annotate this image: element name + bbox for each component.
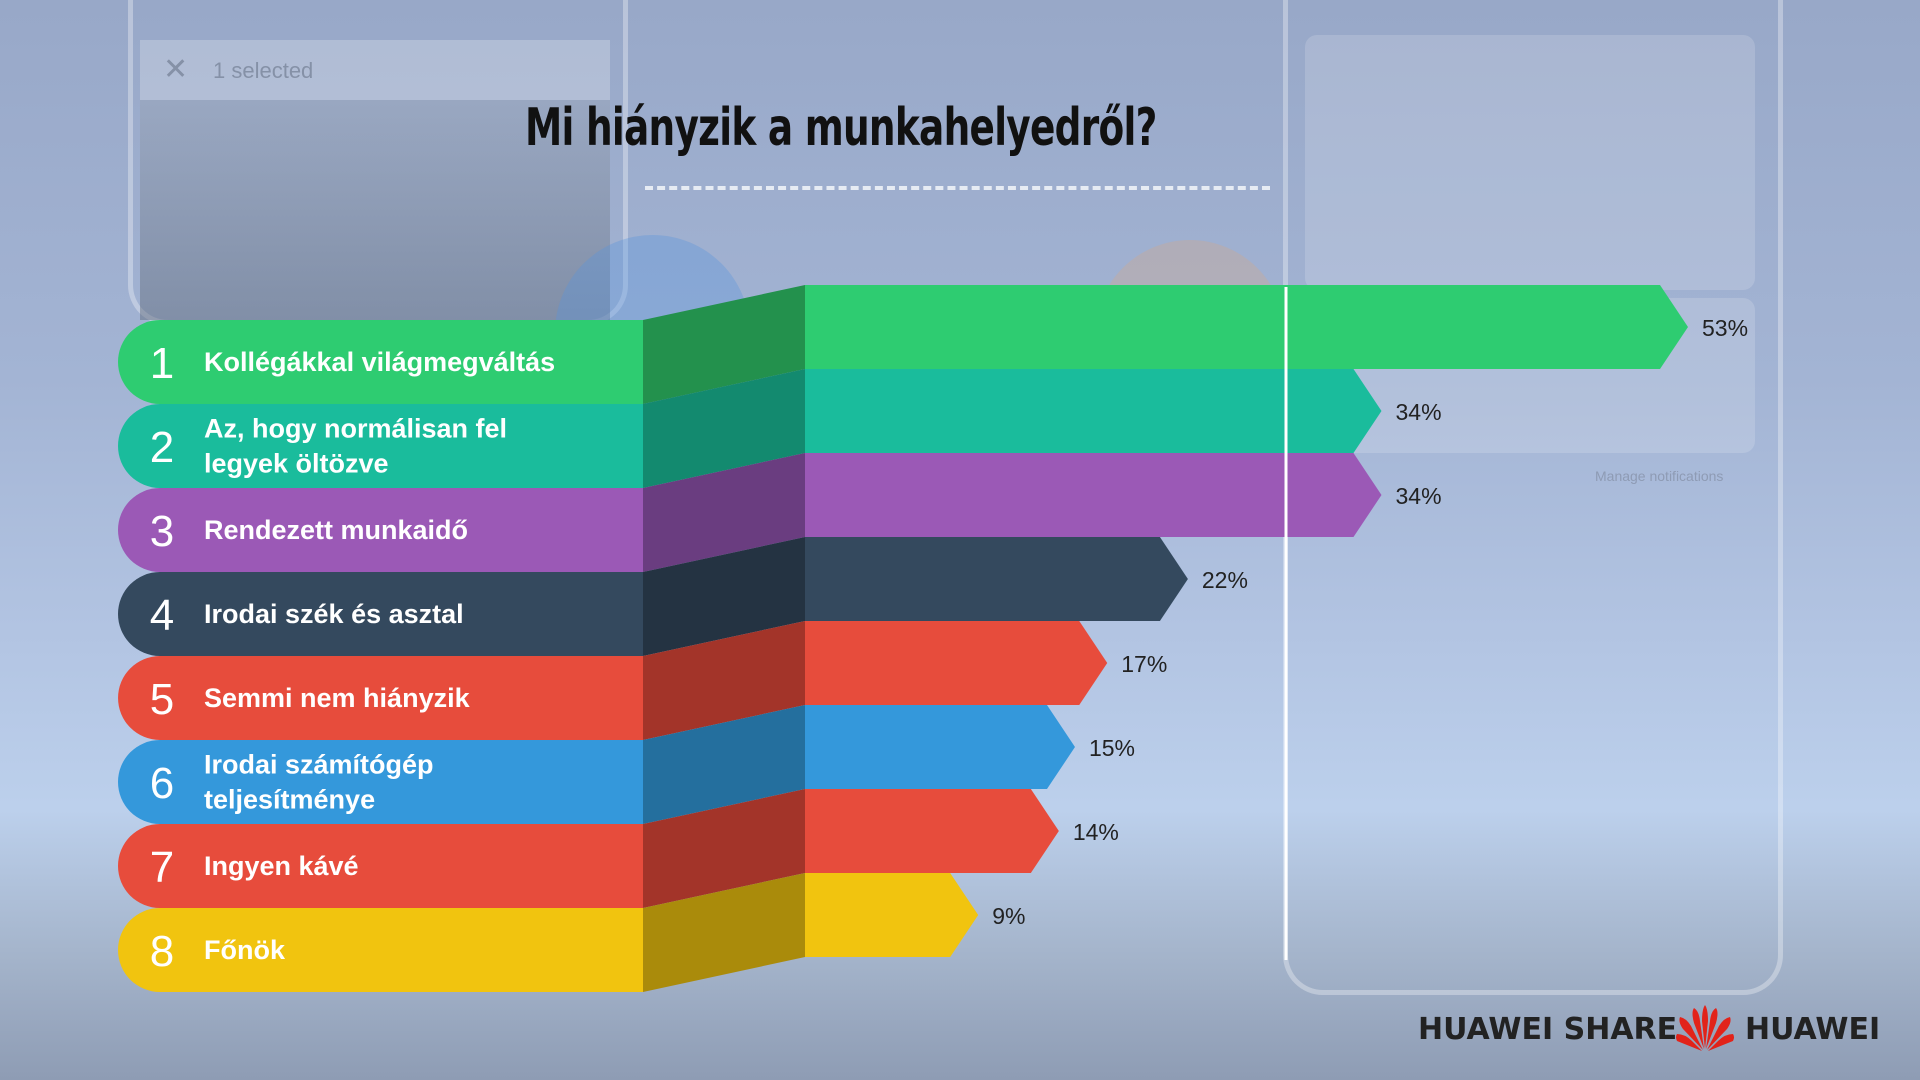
rank-number: 7: [150, 843, 174, 892]
bar: [805, 285, 1688, 369]
category-pill: [118, 824, 643, 908]
category-pill: [118, 908, 643, 992]
category-label: Semmi nem hiányzik: [204, 683, 471, 713]
category-label: Az, hogy normálisan fel: [204, 414, 507, 444]
bar: [805, 873, 979, 957]
background-manage-notifications: Manage notifications: [1595, 468, 1724, 484]
rank-number: 2: [150, 423, 174, 472]
category-pill: [118, 572, 643, 656]
value-label: 17%: [1121, 651, 1167, 677]
bar: [805, 621, 1108, 705]
bar-fold: [643, 873, 805, 992]
background-selected-text: 1 selected: [213, 58, 314, 83]
value-label: 15%: [1089, 735, 1135, 761]
category-pill: [118, 320, 643, 404]
bar: [805, 453, 1382, 537]
category-pill: [118, 740, 643, 824]
rank-number: 8: [150, 927, 174, 976]
background-phone-topbar: [140, 40, 610, 100]
footer-huawei-share: HUAWEI SHARE: [1418, 1012, 1678, 1047]
category-label: Irodai számítógép: [204, 750, 434, 780]
value-label: 9%: [992, 903, 1025, 929]
value-label: 14%: [1073, 819, 1119, 845]
category-pill: [118, 488, 643, 572]
title-underline: [645, 186, 1270, 190]
rank-number: 4: [150, 591, 174, 640]
value-label: 22%: [1202, 567, 1248, 593]
bar: [805, 705, 1075, 789]
category-pill: [118, 656, 643, 740]
value-label: 34%: [1395, 399, 1441, 425]
chart-title: Mi hiányzik a munkahelyedről?: [524, 98, 1157, 158]
category-label: Főnök: [204, 935, 286, 965]
bar: [805, 789, 1059, 873]
value-label: 34%: [1395, 483, 1441, 509]
bar-fold: [643, 621, 805, 740]
bar-fold: [643, 537, 805, 656]
category-pill: [118, 404, 643, 488]
category-label: Irodai szék és asztal: [204, 599, 464, 629]
category-label: Rendezett munkaidő: [204, 515, 468, 545]
bar-fold: [643, 705, 805, 824]
category-label: Kollégákkal világmegváltás: [204, 347, 555, 377]
category-label: legyek öltözve: [204, 449, 389, 479]
rank-number: 6: [150, 759, 174, 808]
value-label: 53%: [1702, 315, 1748, 341]
rank-number: 5: [150, 675, 174, 724]
rank-number: 3: [150, 507, 174, 556]
rank-number: 1: [150, 339, 174, 388]
bar-fold: [643, 453, 805, 572]
bar-fold: [643, 285, 805, 404]
background-photo: [140, 100, 610, 320]
category-label: Ingyen kávé: [204, 851, 359, 881]
bar-fold: [643, 369, 805, 488]
background-notification-panel: [1305, 35, 1755, 290]
huawei-logo-icon: [1676, 1005, 1734, 1051]
bar: [805, 369, 1382, 453]
bar-fold: [643, 789, 805, 908]
category-label: teljesítménye: [204, 785, 375, 815]
bar: [805, 537, 1188, 621]
footer-huawei-brand: HUAWEI: [1745, 1012, 1881, 1047]
close-icon: ✕: [163, 53, 189, 86]
